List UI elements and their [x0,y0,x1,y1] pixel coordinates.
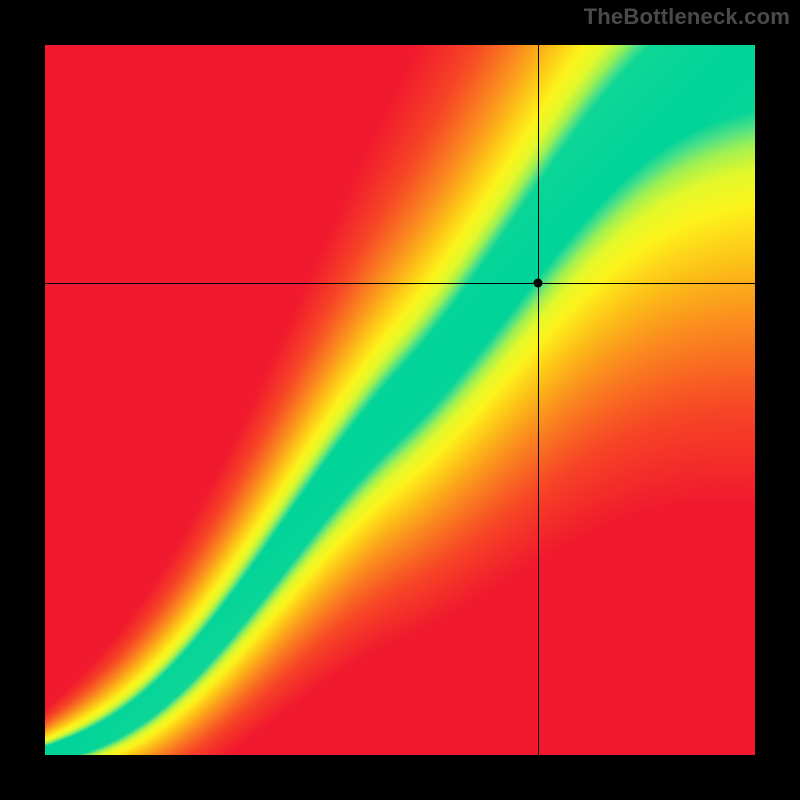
crosshair-vertical [538,45,539,755]
heatmap-canvas [45,45,755,755]
marker-dot [534,278,543,287]
attribution-text: TheBottleneck.com [584,4,790,30]
plot-area [45,45,755,755]
chart-container: { "attribution": "TheBottleneck.com", "c… [0,0,800,800]
crosshair-horizontal [45,283,755,284]
